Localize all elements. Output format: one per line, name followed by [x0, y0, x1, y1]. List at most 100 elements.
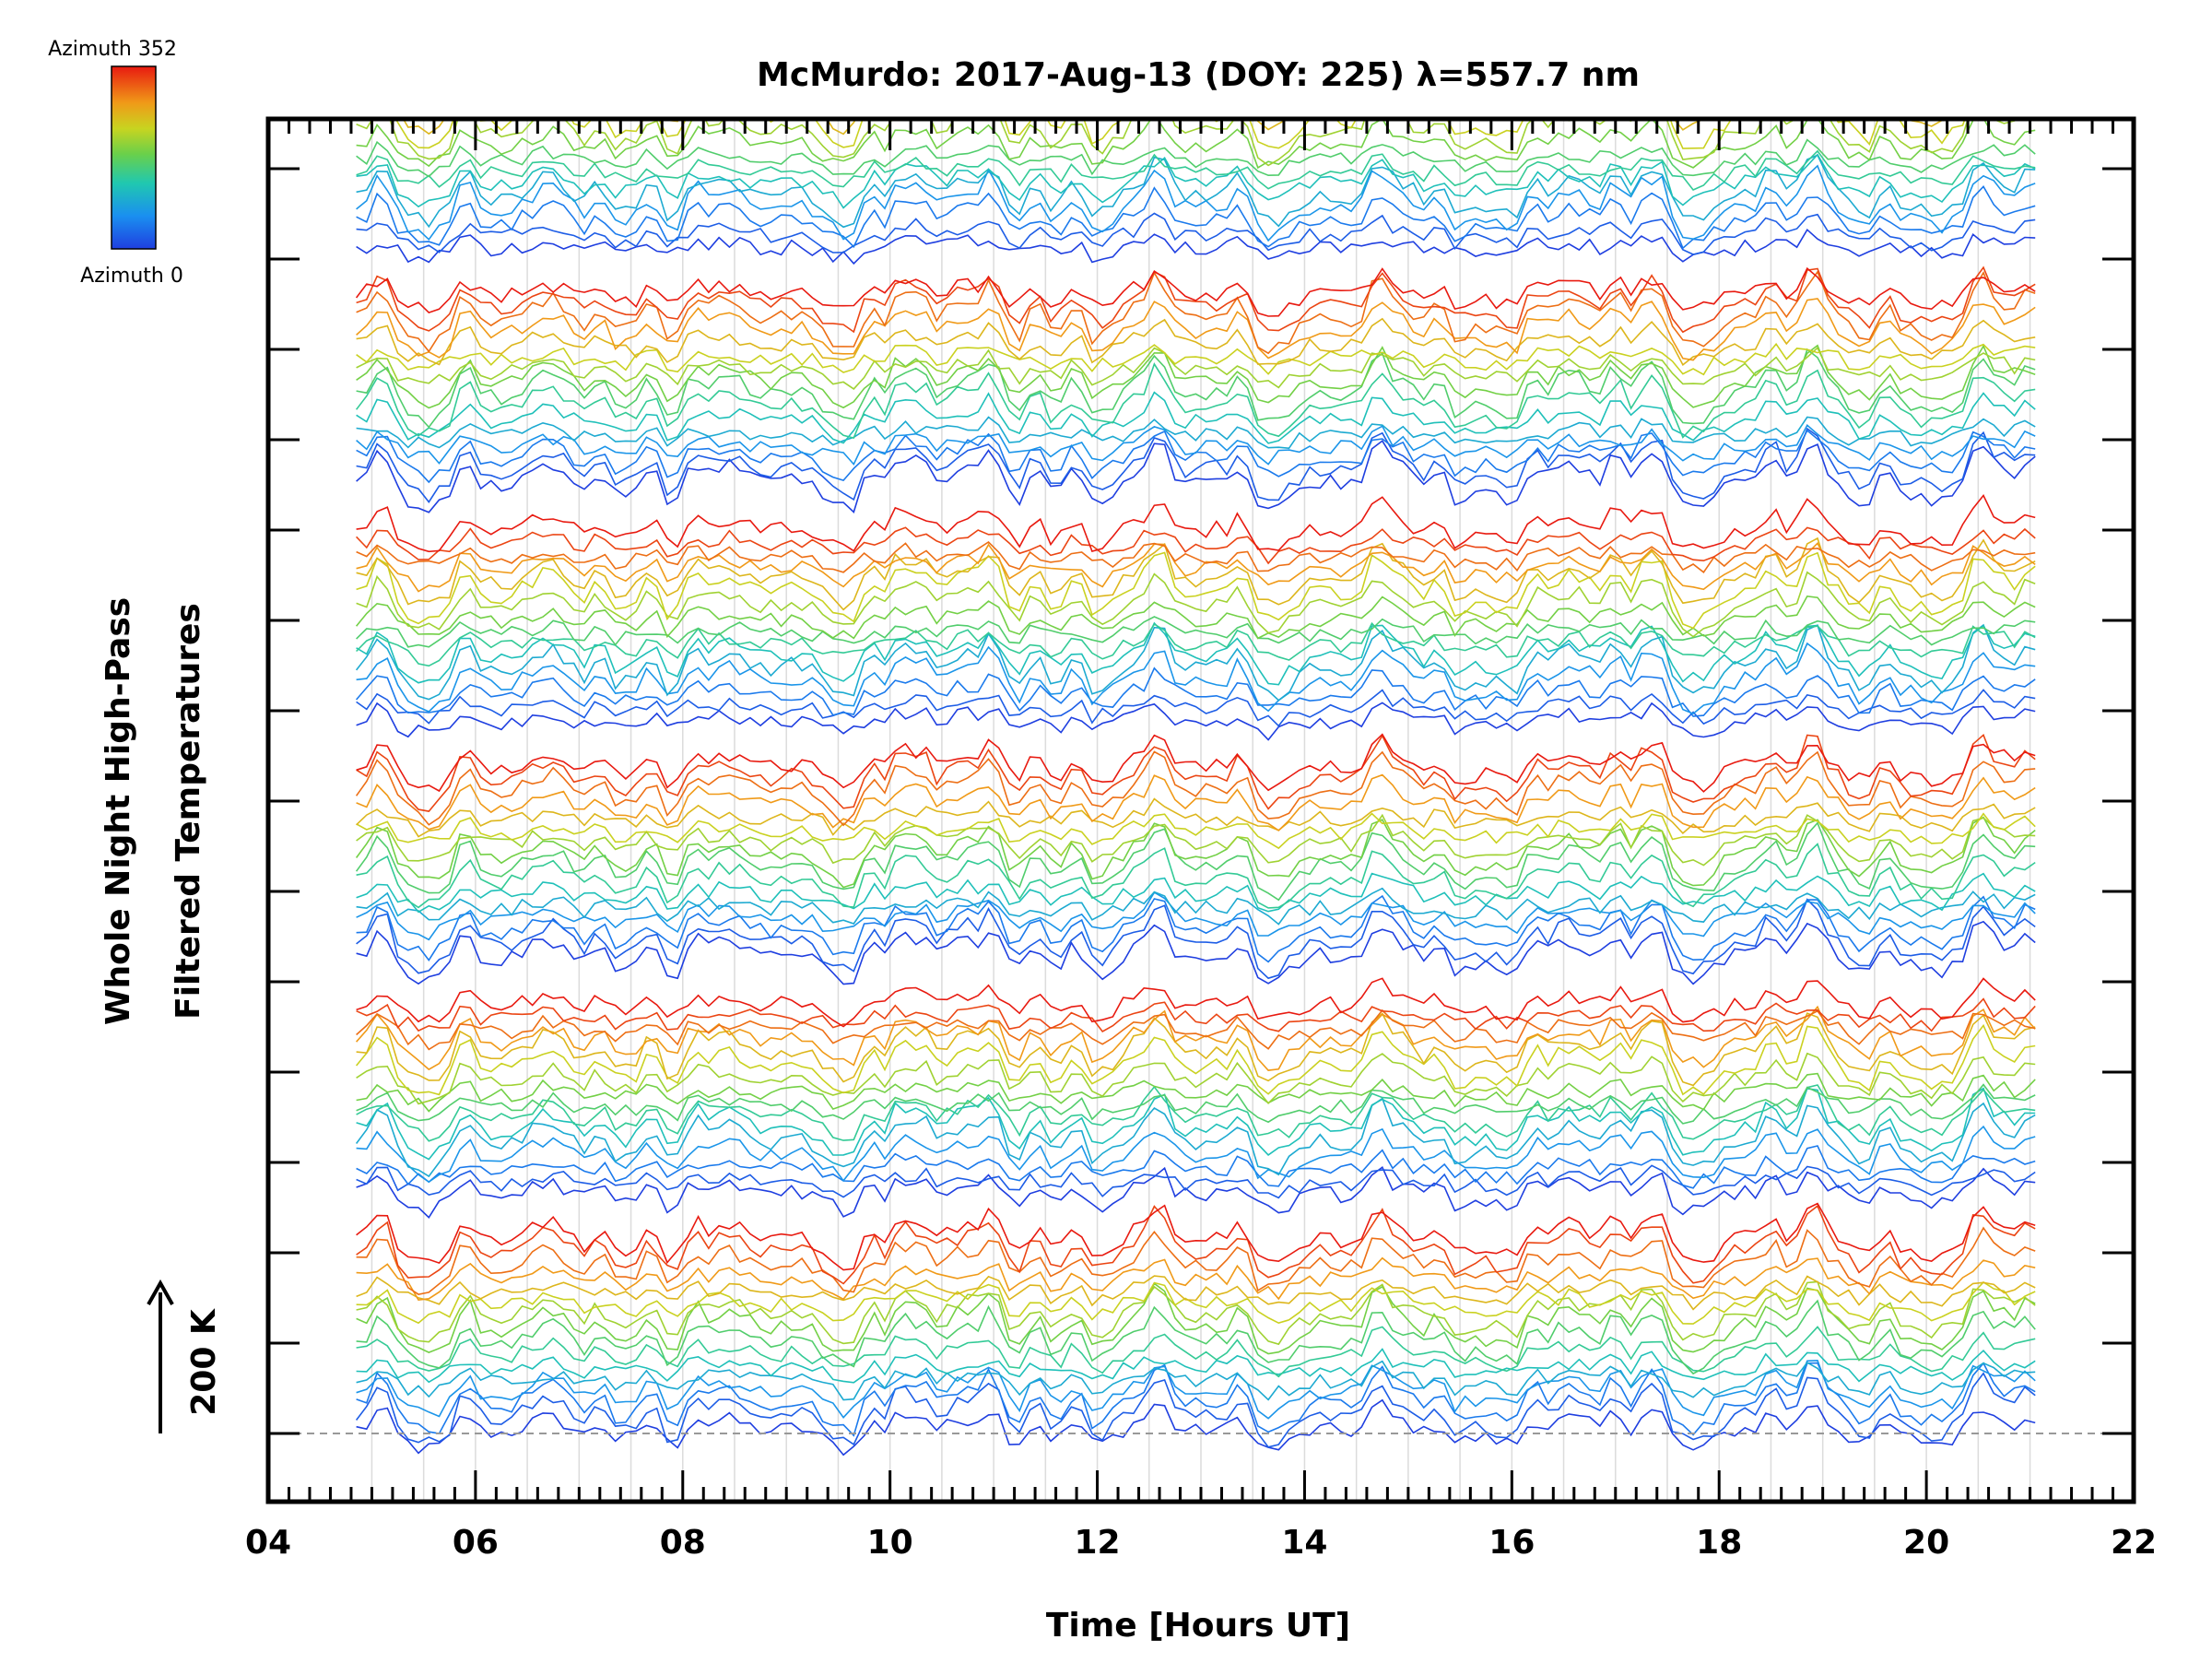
series-line	[355, 595, 2036, 640]
series-line	[356, 773, 2036, 832]
series-line	[356, 228, 2036, 265]
series-line	[356, 1202, 2036, 1271]
series-line	[356, 1125, 2036, 1184]
series-line	[356, 1072, 2036, 1113]
colorbar-top-label: Azimuth 352	[48, 38, 177, 61]
series-line	[356, 887, 2036, 926]
series-line	[356, 1084, 2036, 1142]
series-line	[356, 119, 2036, 170]
series-line	[356, 642, 2036, 715]
series-line	[356, 424, 2036, 466]
series-line	[356, 1280, 2036, 1346]
series-line	[356, 440, 2036, 513]
series-line	[355, 816, 2036, 889]
series-line	[356, 265, 2036, 334]
series-line	[356, 1165, 2036, 1219]
axis-ticks	[266, 119, 2136, 1502]
series-line	[356, 342, 2036, 376]
series-line	[356, 621, 2036, 686]
y-axis-label-line2: Filtered Temperatures	[170, 603, 207, 1020]
series-line	[356, 977, 2036, 1028]
series-line	[356, 298, 2036, 361]
series-line	[356, 1359, 2036, 1420]
series-line	[356, 149, 2036, 191]
series-line	[356, 1348, 2036, 1384]
series-line	[356, 164, 2036, 242]
series-line	[356, 1012, 2036, 1087]
colorbar-bottom-label: Azimuth 0	[80, 265, 183, 288]
series-line	[356, 348, 2036, 429]
series-line	[356, 154, 2036, 229]
series-line	[356, 1087, 2036, 1161]
series-line	[356, 1256, 2036, 1302]
series-line	[356, 689, 2036, 727]
y-axis-label-line1: Whole Night High-Pass	[100, 597, 137, 1025]
series-line	[356, 429, 2036, 484]
series-line	[356, 541, 2036, 593]
series-line	[355, 1023, 2036, 1096]
series-line	[356, 551, 2036, 630]
series-line	[356, 898, 2036, 980]
series-line	[356, 1398, 2036, 1457]
x-tick-label: 16	[1488, 1524, 1535, 1562]
series-line	[356, 270, 2036, 355]
series-line	[356, 812, 2036, 850]
series-line	[355, 1005, 2036, 1071]
series-line	[355, 1097, 2036, 1178]
series-line	[355, 623, 2036, 702]
series-line	[356, 416, 2036, 450]
chart-title: McMurdo: 2017-Aug-13 (DOY: 225) λ=557.7 …	[757, 56, 1640, 94]
series-line	[356, 571, 2036, 638]
series-group	[355, 119, 2036, 1457]
x-tick-labels: 04 06 08 10 12 14 16 18 20 22	[245, 1524, 2157, 1562]
series-line	[355, 666, 2036, 717]
series-line	[356, 212, 2036, 255]
series-line	[356, 872, 2036, 914]
series-line	[356, 621, 2036, 667]
series-line	[394, 119, 1966, 149]
series-line	[356, 1280, 2036, 1325]
series-line	[356, 184, 2036, 250]
x-tick-label: 14	[1281, 1524, 1327, 1562]
colorbar	[111, 65, 157, 250]
series-line	[356, 920, 2036, 985]
series-line	[356, 1275, 2036, 1311]
series-line	[356, 1052, 2036, 1105]
series-line	[356, 540, 2036, 573]
series-line	[356, 1164, 2036, 1199]
series-line	[355, 1372, 2036, 1448]
series-line	[356, 733, 2036, 812]
scale-bar-label: 200 K	[185, 1308, 223, 1416]
series-line	[356, 1299, 2036, 1375]
series-line	[356, 119, 2036, 167]
series-line	[356, 1326, 2036, 1378]
x-tick-label: 04	[245, 1524, 291, 1562]
series-line	[356, 733, 2036, 793]
series-line	[356, 1008, 2036, 1051]
x-tick-label: 10	[867, 1524, 913, 1562]
x-tick-label: 08	[660, 1524, 706, 1562]
series-line	[356, 427, 2036, 503]
x-tick-label: 22	[2111, 1524, 2157, 1562]
series-line	[356, 1083, 2036, 1125]
series-line	[356, 317, 2036, 367]
series-line	[355, 362, 2036, 440]
series-line	[356, 537, 2036, 611]
series-line	[356, 1145, 2036, 1189]
x-tick-label: 06	[453, 1524, 499, 1562]
series-line	[356, 813, 2036, 867]
series-line	[356, 1360, 2036, 1401]
series-line	[356, 843, 2036, 909]
series-line	[355, 821, 2036, 902]
series-line	[356, 1282, 2036, 1355]
x-tick-label: 18	[1696, 1524, 1742, 1562]
series-line	[356, 391, 2036, 444]
series-line	[356, 616, 2036, 648]
series-line	[356, 347, 2036, 390]
series-line	[356, 997, 2036, 1033]
series-line	[356, 702, 2036, 741]
series-line	[356, 494, 2036, 553]
series-line	[356, 344, 2036, 409]
